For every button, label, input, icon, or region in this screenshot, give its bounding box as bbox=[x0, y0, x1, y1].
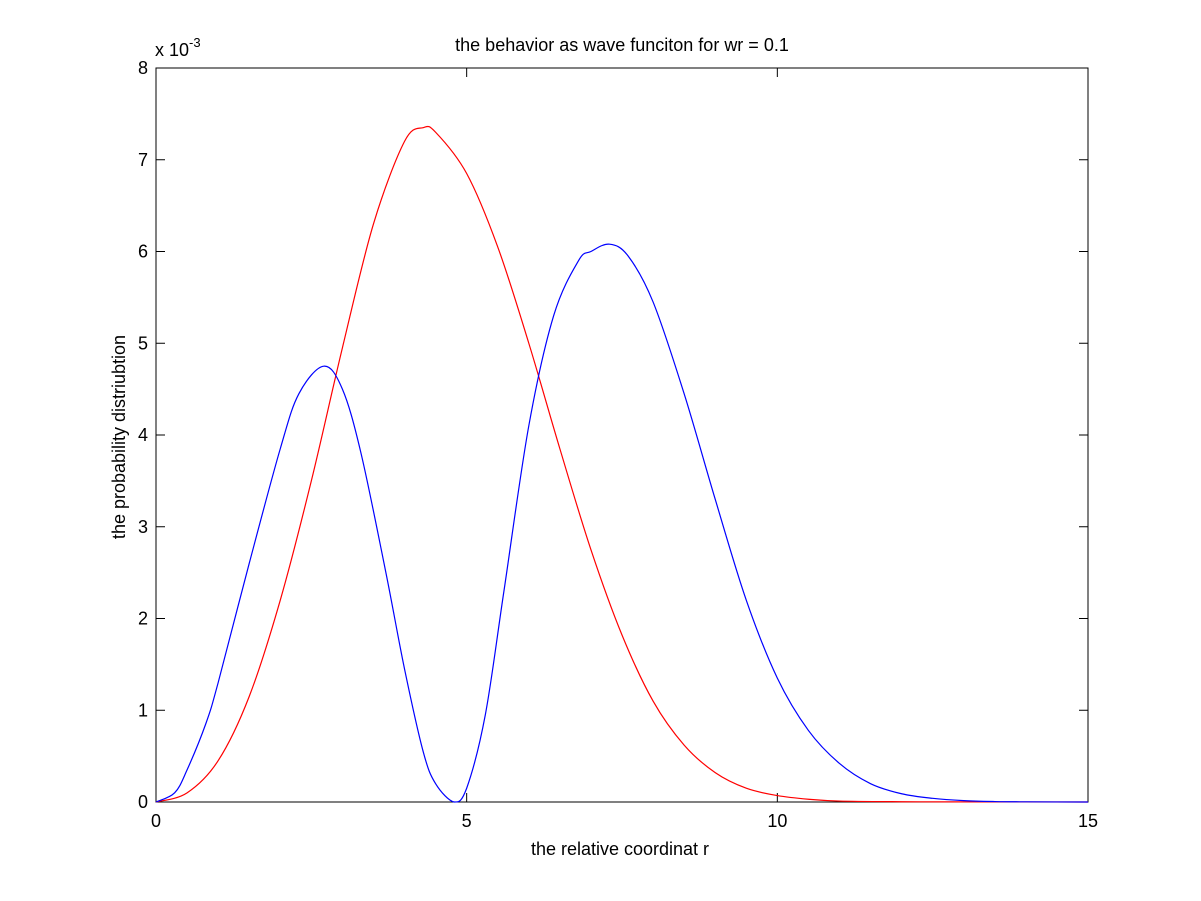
y-tick-label: 4 bbox=[138, 425, 148, 445]
ticks: 0 5 10 15 0 1 2 3 4 5 6 7 8 bbox=[138, 58, 1098, 831]
y-axis-label: the probability distriubtion bbox=[109, 335, 129, 539]
y-tick-label: 1 bbox=[138, 700, 148, 720]
labels: the behavior as wave funciton for wr = 0… bbox=[109, 35, 789, 859]
x-tick-label: 10 bbox=[767, 811, 787, 831]
blue-series-line bbox=[155, 243, 1089, 803]
y-tick-label: 2 bbox=[138, 609, 148, 629]
x-axis-label: the relative coordinat r bbox=[531, 839, 709, 859]
x-tick-label: 15 bbox=[1078, 811, 1098, 831]
y-tick-label: 7 bbox=[138, 150, 148, 170]
x-tick-label: 5 bbox=[462, 811, 472, 831]
chart-title: the behavior as wave funciton for wr = 0… bbox=[455, 35, 789, 55]
y-tick-label: 8 bbox=[138, 58, 148, 78]
y-tick-label: 0 bbox=[138, 792, 148, 812]
y-tick-label: 5 bbox=[138, 333, 148, 353]
y-multiplier-base: x 10 bbox=[155, 40, 189, 60]
x-tick-label: 0 bbox=[151, 811, 161, 831]
y-tick-label: 6 bbox=[138, 242, 148, 262]
y-axis-multiplier: x 10-3 bbox=[155, 35, 201, 60]
red-series-line bbox=[155, 125, 1089, 803]
curves bbox=[155, 125, 1089, 803]
axes-box bbox=[155, 67, 1089, 803]
y-tick-label: 3 bbox=[138, 517, 148, 537]
y-multiplier-exponent: -3 bbox=[189, 35, 201, 50]
